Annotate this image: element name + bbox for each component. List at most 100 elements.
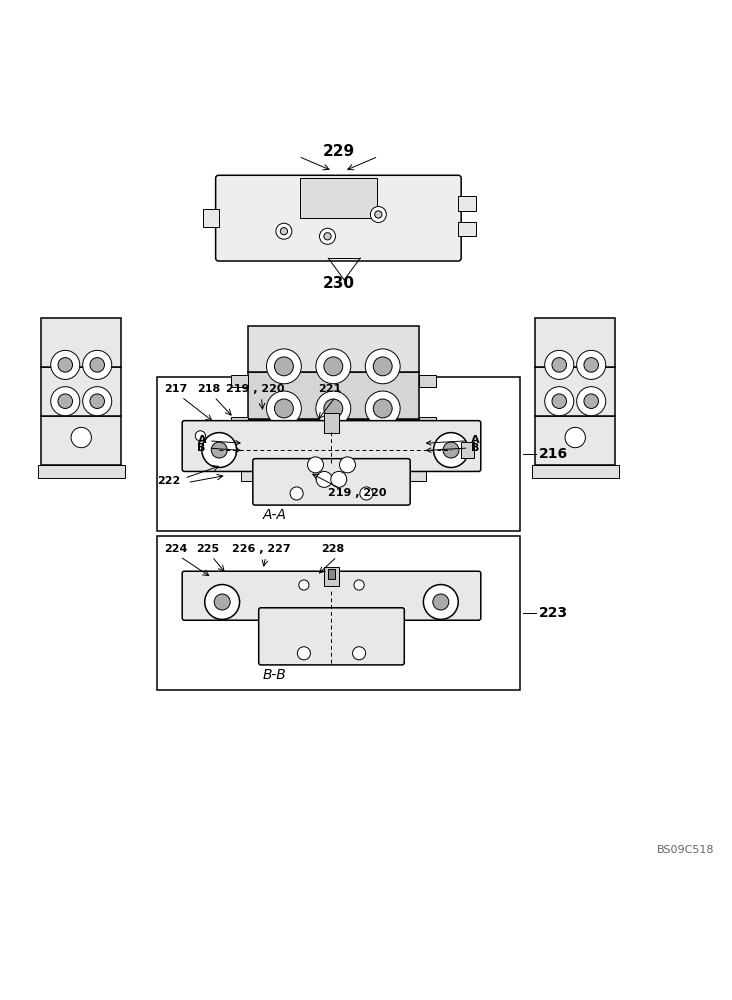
Circle shape	[316, 349, 351, 384]
Circle shape	[354, 580, 365, 590]
Circle shape	[365, 349, 400, 384]
Circle shape	[375, 211, 382, 218]
Circle shape	[51, 350, 80, 379]
Bar	[41, 318, 122, 367]
Bar	[535, 416, 615, 465]
Circle shape	[316, 471, 332, 487]
Bar	[535, 367, 615, 416]
Circle shape	[353, 647, 366, 660]
Bar	[203, 209, 219, 227]
Circle shape	[297, 647, 310, 660]
Bar	[37, 465, 125, 478]
Text: 230: 230	[322, 276, 354, 291]
Circle shape	[71, 427, 92, 448]
Bar	[41, 367, 122, 416]
Circle shape	[577, 387, 605, 416]
Circle shape	[384, 451, 397, 464]
Circle shape	[324, 357, 343, 376]
Circle shape	[274, 399, 294, 418]
Bar	[531, 465, 619, 478]
Text: 219 , 220: 219 , 220	[226, 384, 285, 394]
Bar	[419, 375, 436, 387]
Text: 229: 229	[322, 144, 354, 159]
Circle shape	[58, 394, 72, 408]
Circle shape	[90, 394, 105, 408]
Circle shape	[324, 399, 343, 418]
Circle shape	[270, 451, 283, 464]
Circle shape	[370, 207, 386, 222]
Text: 219 , 220: 219 , 220	[328, 488, 386, 498]
Text: 226 , 227: 226 , 227	[232, 544, 291, 554]
Circle shape	[584, 358, 599, 372]
FancyBboxPatch shape	[253, 459, 410, 505]
Text: A: A	[198, 435, 240, 445]
Circle shape	[326, 451, 340, 464]
Text: 216: 216	[539, 447, 568, 461]
Circle shape	[545, 350, 574, 379]
Bar	[458, 222, 477, 236]
Text: 222: 222	[157, 476, 180, 486]
Bar	[458, 196, 477, 211]
Circle shape	[299, 580, 309, 590]
Circle shape	[202, 433, 236, 467]
Circle shape	[552, 394, 567, 408]
Bar	[324, 567, 339, 586]
Circle shape	[340, 457, 356, 473]
Circle shape	[266, 349, 302, 384]
Circle shape	[284, 433, 307, 456]
Text: 217: 217	[164, 384, 187, 394]
FancyBboxPatch shape	[258, 608, 404, 665]
Circle shape	[280, 228, 288, 235]
Bar	[157, 536, 520, 690]
Text: 225: 225	[196, 544, 219, 554]
Circle shape	[205, 585, 239, 619]
Circle shape	[307, 457, 324, 473]
Bar	[231, 375, 248, 387]
Text: 218: 218	[197, 384, 220, 394]
Circle shape	[359, 433, 383, 456]
FancyBboxPatch shape	[216, 175, 461, 261]
FancyBboxPatch shape	[182, 571, 481, 620]
Circle shape	[290, 487, 303, 500]
Bar	[419, 417, 436, 429]
Text: B: B	[427, 443, 479, 453]
FancyBboxPatch shape	[182, 421, 481, 471]
Text: B: B	[198, 443, 240, 453]
Circle shape	[195, 431, 206, 441]
Circle shape	[545, 387, 574, 416]
Bar	[241, 465, 426, 481]
Circle shape	[433, 433, 468, 467]
Circle shape	[565, 427, 586, 448]
Text: BS09C518: BS09C518	[657, 845, 714, 855]
Circle shape	[331, 471, 347, 487]
Text: A-A: A-A	[263, 508, 286, 522]
Bar	[248, 326, 419, 372]
Circle shape	[324, 233, 331, 240]
Circle shape	[83, 387, 112, 416]
Bar	[157, 377, 520, 531]
Circle shape	[276, 223, 292, 239]
Circle shape	[443, 442, 459, 458]
Circle shape	[373, 357, 392, 376]
Circle shape	[51, 387, 80, 416]
Circle shape	[584, 394, 599, 408]
Bar	[461, 442, 474, 458]
Text: 228: 228	[321, 544, 344, 554]
Circle shape	[58, 358, 72, 372]
Bar	[231, 417, 248, 429]
Circle shape	[433, 594, 449, 610]
Bar	[248, 419, 419, 465]
Circle shape	[214, 594, 230, 610]
Circle shape	[319, 228, 335, 244]
Circle shape	[90, 358, 105, 372]
Text: B-B: B-B	[263, 668, 286, 682]
Bar	[328, 569, 335, 579]
Circle shape	[274, 357, 294, 376]
Circle shape	[212, 442, 227, 458]
Bar	[248, 372, 419, 419]
Text: 221: 221	[318, 384, 341, 394]
Text: A: A	[427, 435, 480, 445]
Bar	[300, 178, 377, 218]
Bar	[41, 416, 122, 465]
Circle shape	[360, 487, 373, 500]
